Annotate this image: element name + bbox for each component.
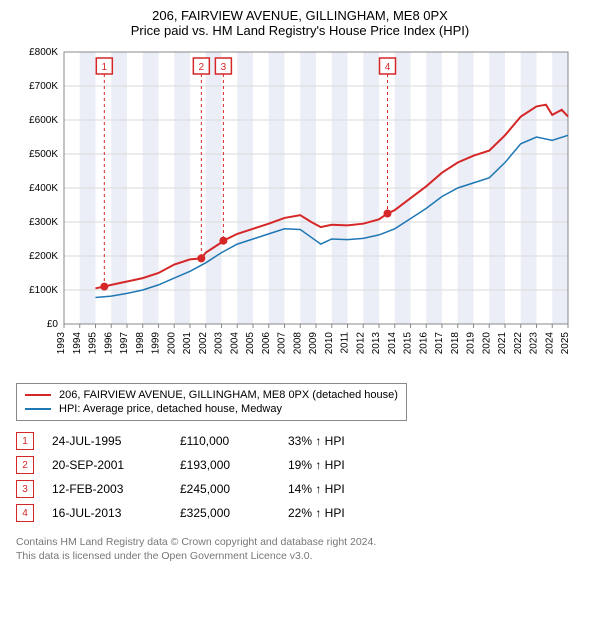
svg-text:2018: 2018	[450, 332, 461, 355]
sale-diff: 14% ↑ HPI	[288, 482, 378, 496]
svg-text:2005: 2005	[245, 332, 256, 355]
sale-date: 12-FEB-2003	[52, 482, 162, 496]
chart-area: £0 £100K £200K £300K £400K £500K £600K £700K £80…	[16, 44, 584, 379]
footer-line-2: This data is licensed under the Open Gov…	[16, 549, 584, 563]
svg-text:£200K: £200K	[29, 251, 58, 262]
svg-text:2020: 2020	[481, 332, 492, 355]
svg-text:£100K: £100K	[29, 285, 58, 296]
svg-text:2003: 2003	[214, 332, 225, 355]
sale-date: 24-JUL-1995	[52, 434, 162, 448]
svg-text:2001: 2001	[182, 332, 193, 355]
legend-swatch-1	[25, 394, 51, 396]
svg-text:2014: 2014	[387, 332, 398, 355]
svg-text:2017: 2017	[434, 332, 445, 355]
svg-text:2015: 2015	[403, 332, 414, 355]
svg-text:1993: 1993	[56, 332, 67, 355]
svg-text:2016: 2016	[418, 332, 429, 355]
svg-text:2009: 2009	[308, 332, 319, 355]
legend: 206, FAIRVIEW AVENUE, GILLINGHAM, ME8 0P…	[16, 383, 407, 421]
svg-text:2012: 2012	[355, 332, 366, 355]
sales-row: 3 12-FEB-2003 £245,000 14% ↑ HPI	[16, 477, 584, 501]
legend-label-1: 206, FAIRVIEW AVENUE, GILLINGHAM, ME8 0P…	[59, 389, 398, 401]
svg-text:1995: 1995	[88, 332, 99, 355]
svg-text:£800K: £800K	[29, 47, 58, 58]
chart-title: 206, FAIRVIEW AVENUE, GILLINGHAM, ME8 0P…	[16, 8, 584, 23]
svg-text:2004: 2004	[229, 332, 240, 355]
svg-text:2025: 2025	[560, 332, 571, 355]
svg-text:1: 1	[102, 62, 108, 73]
svg-text:2011: 2011	[340, 332, 351, 354]
line-chart: £0 £100K £200K £300K £400K £500K £600K £700K £80…	[16, 44, 576, 374]
sales-row: 2 20-SEP-2001 £193,000 19% ↑ HPI	[16, 453, 584, 477]
sale-price: £110,000	[180, 434, 270, 448]
sale-marker-badge: 4	[16, 504, 34, 522]
svg-text:2006: 2006	[261, 332, 272, 355]
svg-text:£700K: £700K	[29, 81, 58, 92]
sale-date: 16-JUL-2013	[52, 506, 162, 520]
sale-diff: 19% ↑ HPI	[288, 458, 378, 472]
legend-row-2: HPI: Average price, detached house, Medw…	[25, 402, 398, 416]
sales-table: 1 24-JUL-1995 £110,000 33% ↑ HPI 2 20-SEP-200…	[16, 429, 584, 525]
sale-price: £193,000	[180, 458, 270, 472]
svg-text:2010: 2010	[324, 332, 335, 355]
svg-text:£500K: £500K	[29, 149, 58, 160]
legend-label-2: HPI: Average price, detached house, Medw…	[59, 403, 282, 415]
svg-text:1994: 1994	[72, 332, 83, 355]
legend-row-1: 206, FAIRVIEW AVENUE, GILLINGHAM, ME8 0P…	[25, 388, 398, 402]
footer-line-1: Contains HM Land Registry data © Crown c…	[16, 535, 584, 549]
svg-text:2022: 2022	[513, 332, 524, 355]
svg-text:2002: 2002	[198, 332, 209, 355]
footer: Contains HM Land Registry data © Crown c…	[16, 535, 584, 563]
svg-text:2013: 2013	[371, 332, 382, 355]
sale-marker-badge: 3	[16, 480, 34, 498]
sale-price: £245,000	[180, 482, 270, 496]
svg-text:1998: 1998	[135, 332, 146, 355]
svg-text:£300K: £300K	[29, 217, 58, 228]
sale-diff: 22% ↑ HPI	[288, 506, 378, 520]
svg-text:2024: 2024	[544, 332, 555, 355]
svg-text:£600K: £600K	[29, 115, 58, 126]
svg-text:2019: 2019	[466, 332, 477, 355]
sale-marker-badge: 1	[16, 432, 34, 450]
sales-row: 4 16-JUL-2013 £325,000 22% ↑ HPI	[16, 501, 584, 525]
svg-text:2: 2	[199, 62, 205, 73]
svg-text:2008: 2008	[292, 332, 303, 355]
sale-price: £325,000	[180, 506, 270, 520]
svg-text:1996: 1996	[103, 332, 114, 355]
svg-text:2000: 2000	[166, 332, 177, 355]
svg-text:1997: 1997	[119, 332, 130, 355]
svg-text:2021: 2021	[497, 332, 508, 355]
sale-date: 20-SEP-2001	[52, 458, 162, 472]
svg-text:2007: 2007	[277, 332, 288, 355]
svg-text:1999: 1999	[151, 332, 162, 355]
chart-subtitle: Price paid vs. HM Land Registry's House …	[16, 23, 584, 38]
svg-text:£400K: £400K	[29, 183, 58, 194]
svg-text:£0: £0	[47, 319, 59, 330]
svg-text:4: 4	[385, 62, 391, 73]
sale-diff: 33% ↑ HPI	[288, 434, 378, 448]
sales-row: 1 24-JUL-1995 £110,000 33% ↑ HPI	[16, 429, 584, 453]
svg-text:3: 3	[221, 62, 227, 73]
sale-marker-badge: 2	[16, 456, 34, 474]
legend-swatch-2	[25, 408, 51, 410]
svg-text:2023: 2023	[529, 332, 540, 355]
